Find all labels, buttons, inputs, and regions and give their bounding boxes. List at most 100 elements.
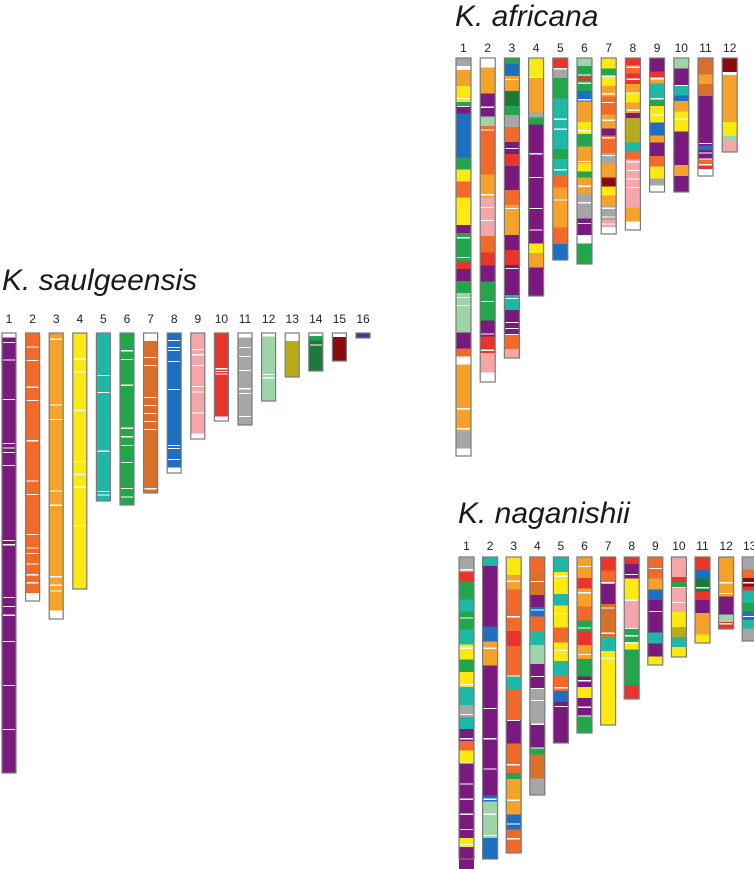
band-stripe xyxy=(554,687,568,689)
panel-title-saulgeensis: K. saulgeensis xyxy=(2,264,197,297)
chromosome-africana-9: 9 xyxy=(648,41,666,193)
band-amber xyxy=(577,557,592,579)
band-stripe xyxy=(699,152,712,154)
band-teal xyxy=(506,675,522,691)
band-stripe xyxy=(483,708,497,710)
band-orange xyxy=(506,829,522,854)
band-purple xyxy=(528,124,544,197)
band-yellow xyxy=(459,837,474,848)
band-white xyxy=(167,467,182,474)
band-stripe xyxy=(626,78,640,80)
band-orange xyxy=(649,155,665,168)
band-teal xyxy=(529,630,545,646)
band-darkgreen xyxy=(308,340,323,372)
band-white xyxy=(649,185,665,193)
band-stripe xyxy=(505,268,519,270)
chromosome-outline xyxy=(503,57,520,359)
band-teal xyxy=(96,333,111,502)
band-olive xyxy=(285,340,300,378)
band-stripe xyxy=(483,798,497,800)
chromosome-naganishii-4: 4 xyxy=(529,539,546,796)
band-stripe xyxy=(457,296,470,298)
band-stripe xyxy=(505,208,519,210)
band-stripe xyxy=(3,451,15,453)
chromosome-outline xyxy=(190,332,206,440)
band-darkgreen xyxy=(695,578,710,592)
band-stripe xyxy=(73,486,86,488)
band-stripe xyxy=(505,79,519,81)
band-darkorange xyxy=(698,83,713,97)
band-stripe xyxy=(460,828,473,830)
chromosome-naganishii-9: 9 xyxy=(647,539,664,666)
band-yellow xyxy=(528,243,544,254)
band-orange xyxy=(552,227,568,245)
band-stripe xyxy=(530,747,544,749)
band-red xyxy=(695,557,710,571)
band-stripe xyxy=(144,488,157,490)
band-white xyxy=(25,592,40,602)
band-stripe xyxy=(121,436,133,438)
band-stripe xyxy=(3,447,15,449)
band-stripe xyxy=(121,487,133,489)
band-amber xyxy=(601,114,617,129)
band-stripe xyxy=(578,592,591,594)
band-red xyxy=(698,164,713,170)
band-stripe xyxy=(460,813,473,815)
band-amber xyxy=(480,67,496,95)
band-stripe xyxy=(507,580,521,582)
band-green xyxy=(456,280,471,294)
band-stripe xyxy=(650,98,664,100)
band-yellow xyxy=(577,163,592,172)
band-teal xyxy=(553,594,569,606)
band-stripe xyxy=(481,207,495,209)
chromosome-saulgeensis-10: 10 xyxy=(213,312,229,422)
band-stripe xyxy=(625,642,639,644)
chromosome-outline xyxy=(213,332,229,422)
band-green xyxy=(577,620,592,632)
band-white xyxy=(143,333,158,342)
band-green xyxy=(624,649,640,686)
band-amber xyxy=(698,74,713,85)
band-white xyxy=(456,356,471,365)
band-darkorange xyxy=(698,58,713,76)
chromosome-number: 7 xyxy=(147,312,154,326)
chromosome-outline xyxy=(1,332,17,774)
chromosome-saulgeensis-2: 2 xyxy=(25,312,41,602)
band-stripe xyxy=(625,628,639,630)
band-stripe xyxy=(648,611,662,613)
band-stripe xyxy=(457,408,470,410)
band-gray xyxy=(552,68,568,79)
chromosome-number: 7 xyxy=(605,539,612,553)
band-purple xyxy=(577,218,592,236)
chromosome-saulgeensis-16: 16 xyxy=(355,312,371,339)
band-stripe xyxy=(507,616,521,618)
band-red xyxy=(456,260,471,270)
band-amber xyxy=(722,74,738,123)
band-blue xyxy=(673,95,689,102)
band-stripe xyxy=(578,706,591,708)
band-red xyxy=(504,154,520,167)
chromosome-outline xyxy=(721,57,738,153)
band-stripe xyxy=(578,715,591,717)
band-red xyxy=(671,577,687,583)
chromosome-outline xyxy=(166,332,182,474)
band-stripe xyxy=(26,574,39,576)
chromosome-africana-7: 7 xyxy=(600,41,617,235)
band-red xyxy=(625,58,641,66)
band-stripe xyxy=(650,114,664,116)
band-darkorange xyxy=(143,341,158,494)
chromosome-africana-8: 8 xyxy=(624,41,642,231)
chromosome-number: 13 xyxy=(743,539,754,553)
band-stripe xyxy=(481,106,495,108)
band-stripe xyxy=(625,574,639,576)
band-amber xyxy=(480,174,496,198)
band-amber xyxy=(506,779,522,816)
band-stripe xyxy=(483,768,497,770)
band-yellow xyxy=(649,166,665,180)
band-stripe xyxy=(168,459,181,461)
chromosome-naganishii-6: 6 xyxy=(576,539,593,734)
band-maroon xyxy=(601,177,617,187)
band-stripe xyxy=(262,377,275,379)
band-blue xyxy=(482,626,498,643)
band-gray xyxy=(528,112,544,118)
